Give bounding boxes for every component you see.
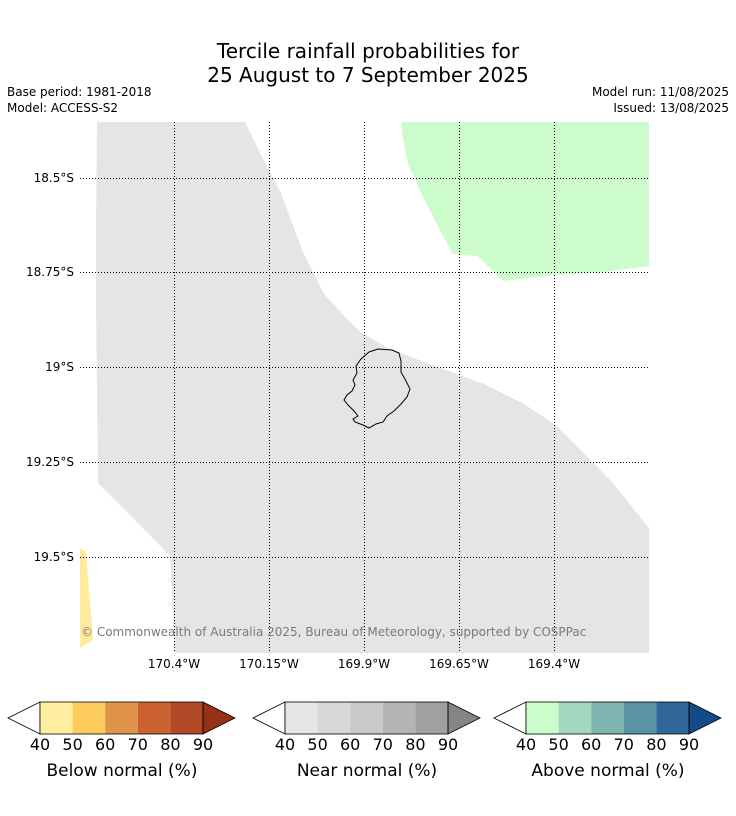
above-colorbar-extend-low [493,701,527,735]
lon-label-169.4: 169.4°W [527,657,581,671]
near-colorbar-tick-label: 70 [372,735,393,754]
colorbar-near-normal [252,701,481,735]
near-colorbar-segment [415,702,448,734]
above-colorbar-segment [526,702,559,734]
above-colorbar-tick-label: 60 [581,735,602,754]
above-colorbar-tick-label: 70 [613,735,634,754]
map-title-line2: 25 August to 7 September 2025 [207,63,529,87]
map-title-line1: Tercile rainfall probabilities for [216,39,520,63]
below-colorbar-tick-label: 90 [192,735,214,754]
above-colorbar-outline [525,701,690,735]
lat-label-19: 19°S [45,360,74,374]
below-colorbar-extend-high [202,701,236,735]
below-colorbar-segment [137,702,171,734]
below-normal-region [80,548,93,648]
base-period: Base period: 1981-2018 [7,85,152,99]
near-colorbar-extend-low [252,701,286,735]
lon-label-169.9: 169.9°W [337,657,391,671]
lat-label-19.25: 19.25°S [26,455,74,469]
colorbar-below-normal [7,701,236,735]
above-colorbar-segment [591,702,624,734]
above-normal-region [402,122,649,281]
near-colorbar-outline [284,701,449,735]
near-colorbar-segment [317,702,351,734]
below-colorbar-segment [170,702,203,734]
copyright-credit: © Commonwealth of Australia 2025, Bureau… [81,625,587,639]
model-run: Model run: 11/08/2025 [591,85,729,99]
near-colorbar-tick-label: 50 [307,735,328,754]
above-colorbar-tick-label: 40 [515,735,537,754]
below-colorbar-extend-low [7,701,41,735]
lon-label-170.15: 170.15°W [239,657,299,671]
lat-label-18.5: 18.5°S [33,171,74,185]
above-colorbar-tick-label: 80 [646,735,667,754]
below-colorbar-title: Below normal (%) [46,761,198,781]
below-colorbar-tick-label: 60 [95,735,116,754]
near-colorbar-segment [285,702,318,734]
above-colorbar-segment [623,702,657,734]
near-colorbar-title: Near normal (%) [296,761,438,781]
near-colorbar-tick-label: 60 [340,735,361,754]
above-colorbar-title: Above normal (%) [531,761,685,781]
above-colorbar-tick-label: 50 [548,735,569,754]
niue-coastline [343,348,411,429]
above-colorbar-extend-high [688,701,722,735]
above-colorbar-segment [656,702,689,734]
near-colorbar-tick-label: 90 [437,735,459,754]
below-colorbar-outline [39,701,204,735]
below-colorbar-tick-label: 50 [62,735,83,754]
gridlines [80,122,649,653]
issued-date: Issued: 13/08/2025 [613,101,729,115]
below-colorbar-tick-label: 80 [160,735,181,754]
above-colorbar-segment [558,702,592,734]
below-colorbar-tick-label: 70 [127,735,148,754]
below-colorbar-segment [40,702,73,734]
model-name: Model: ACCESS-S2 [7,101,119,115]
below-colorbar-tick-label: 40 [29,735,51,754]
near-colorbar-segment [350,702,383,734]
lat-label-18.75: 18.75°S [26,265,74,279]
lon-label-170.4: 170.4°W [147,657,201,671]
near-colorbar-extend-high [447,701,481,735]
near-normal-region [96,122,649,653]
near-colorbar-tick-label: 40 [274,735,296,754]
above-colorbar-tick-label: 90 [678,735,700,754]
colorbar-above-normal [493,701,722,735]
below-colorbar-segment [105,702,138,734]
below-colorbar-segment [72,702,106,734]
near-colorbar-segment [382,702,416,734]
near-colorbar-tick-label: 80 [405,735,426,754]
lon-label-169.65: 169.65°W [429,657,489,671]
lat-label-19.5: 19.5°S [33,550,74,564]
